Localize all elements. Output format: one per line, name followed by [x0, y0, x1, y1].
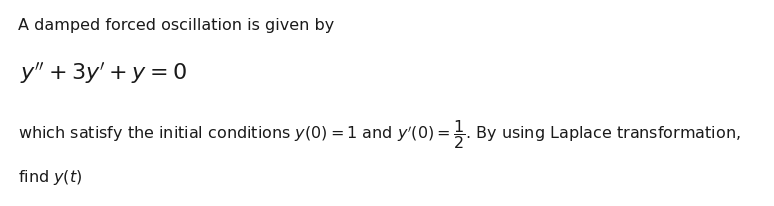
- Text: $y''+3y'+y=0$: $y''+3y'+y=0$: [20, 60, 187, 85]
- Text: find $y(t)$: find $y(t)$: [18, 167, 82, 186]
- Text: A damped forced oscillation is given by: A damped forced oscillation is given by: [18, 18, 334, 33]
- Text: which satisfy the initial conditions $y(0)=1$ and $y'(0)=\dfrac{1}{2}$. By using: which satisfy the initial conditions $y(…: [18, 117, 741, 150]
